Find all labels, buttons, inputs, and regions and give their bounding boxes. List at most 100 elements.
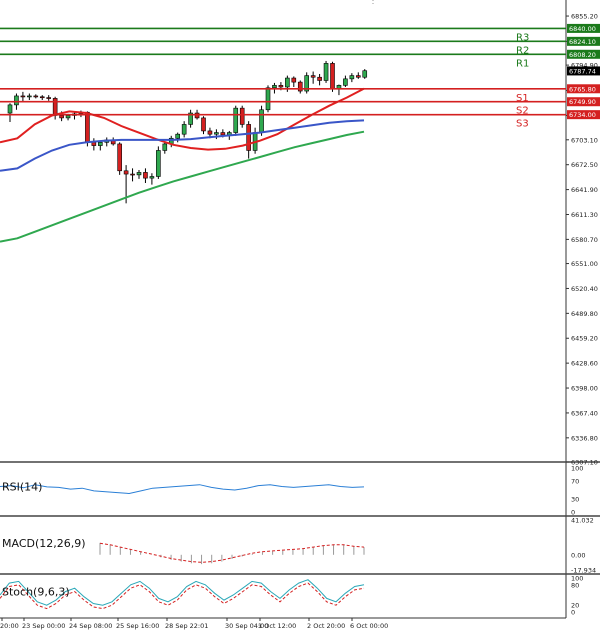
price-tick-label: 6641.90 bbox=[571, 186, 598, 194]
candle-body bbox=[117, 143, 122, 172]
candle-body bbox=[59, 115, 64, 119]
current-price-label: 6787.74 bbox=[569, 67, 596, 75]
macd-tick-label: -17.934 bbox=[571, 567, 596, 575]
candle-body bbox=[162, 143, 168, 151]
moving-average-line bbox=[0, 119, 365, 172]
candle-body bbox=[233, 107, 239, 133]
stoch-label: Stoch(9,6,3) bbox=[2, 586, 70, 599]
candle-body bbox=[259, 109, 264, 133]
price-tick-label: 6307.10 bbox=[571, 459, 598, 467]
stoch-main-line bbox=[0, 579, 365, 606]
stoch-tick-label: 20 bbox=[571, 602, 579, 610]
stoch-signal-line bbox=[0, 582, 365, 610]
candle-body bbox=[343, 78, 348, 86]
level-label-s2: S2 bbox=[516, 106, 529, 117]
price-tick-label: 6336.80 bbox=[571, 434, 598, 442]
price-tick-label: 6367.40 bbox=[571, 409, 598, 417]
time-tick-label: 2 Oct 20:00 bbox=[307, 622, 345, 630]
level-price-tag bbox=[567, 84, 600, 94]
level-price-tag bbox=[567, 110, 600, 120]
candle-body bbox=[14, 95, 19, 106]
candle-body bbox=[349, 75, 355, 80]
time-tick-label: 23 Sep 00:00 bbox=[22, 622, 65, 630]
candle-body bbox=[33, 95, 39, 98]
candle-body bbox=[246, 124, 251, 151]
candle-body bbox=[330, 63, 335, 89]
rsi-tick-label: 70 bbox=[571, 478, 579, 486]
candle-body bbox=[323, 63, 329, 81]
level-label-r1: R1 bbox=[516, 58, 529, 69]
candle-body bbox=[355, 75, 361, 78]
level-price-tag-label: 6749.90 bbox=[569, 98, 596, 106]
level-price-tag bbox=[567, 23, 600, 33]
price-tick-label: 6855.20 bbox=[571, 13, 598, 21]
level-price-tag-label: 6824.10 bbox=[569, 38, 596, 46]
candle-body bbox=[362, 70, 368, 78]
candle-body bbox=[98, 142, 103, 146]
rsi-tick-label: 0 bbox=[571, 509, 575, 517]
candle-body bbox=[304, 75, 310, 92]
time-tick-label: 25 Sep 16:00 bbox=[116, 622, 159, 630]
time-tick-label: 20:00 bbox=[0, 622, 19, 630]
candle-body bbox=[123, 170, 129, 175]
candle-body bbox=[39, 96, 45, 99]
level-price-tag-label: 6808.20 bbox=[569, 51, 596, 59]
candle-body bbox=[239, 107, 245, 125]
price-tick-label: 6703.10 bbox=[571, 136, 598, 144]
candle-body bbox=[214, 132, 219, 135]
price-tick-label: 6520.40 bbox=[571, 285, 598, 293]
candle-body bbox=[46, 97, 52, 99]
level-label-s1: S1 bbox=[516, 93, 529, 104]
level-label-r2: R2 bbox=[516, 45, 529, 56]
time-tick-label: 24 Sep 08:00 bbox=[69, 622, 112, 630]
candle-body bbox=[220, 132, 226, 136]
candle-body bbox=[130, 173, 135, 176]
candle-body bbox=[85, 111, 90, 143]
price-tick-label: 6611.30 bbox=[571, 211, 598, 219]
moving-average-line bbox=[0, 130, 365, 243]
candle-body bbox=[149, 176, 155, 179]
time-tick-label: 6 Oct 00:00 bbox=[350, 622, 388, 630]
candle-body bbox=[317, 76, 322, 81]
candle-body bbox=[194, 112, 200, 119]
level-price-tag bbox=[567, 49, 600, 59]
level-price-tag bbox=[567, 36, 600, 46]
rsi-tick-label: 100 bbox=[571, 465, 583, 473]
current-price-tag bbox=[567, 66, 600, 76]
level-label-r3: R3 bbox=[516, 32, 529, 43]
level-price-tag bbox=[567, 97, 600, 107]
price-tick-label: 6459.20 bbox=[571, 335, 598, 343]
candle-body bbox=[175, 133, 180, 139]
candle-body bbox=[156, 150, 161, 177]
candle-body bbox=[207, 130, 213, 135]
stoch-tick-label: 0 bbox=[571, 609, 575, 617]
macd-tick-label: 41.032 bbox=[571, 517, 594, 525]
candle-body bbox=[297, 81, 303, 92]
time-tick-label: 28 Sep 22:01 bbox=[165, 622, 208, 630]
price-tick-label: 6551.00 bbox=[571, 260, 598, 268]
candle-body bbox=[136, 172, 142, 176]
candle-body bbox=[265, 87, 271, 111]
candle-body bbox=[181, 124, 187, 135]
candle-body bbox=[291, 77, 297, 83]
macd-tick-label: 0.00 bbox=[571, 551, 585, 559]
level-price-tag-label: 6840.00 bbox=[569, 25, 596, 33]
moving-average-line bbox=[0, 87, 365, 151]
macd-label: MACD(12,26,9) bbox=[2, 537, 86, 550]
candle-body bbox=[27, 95, 32, 98]
time-tick-label: 1 Oct 12:00 bbox=[258, 622, 296, 630]
level-price-tag-label: 6765.80 bbox=[569, 85, 596, 93]
price-tick-label: 6489.80 bbox=[571, 310, 598, 318]
rsi-tick-label: 30 bbox=[571, 495, 579, 503]
price-tick-label: 6398.00 bbox=[571, 385, 598, 393]
candle-body bbox=[285, 77, 290, 88]
rsi-line bbox=[0, 484, 365, 495]
time-tick-label: 30 Sep 04:00 bbox=[225, 622, 268, 630]
candle-body bbox=[143, 172, 148, 179]
price-tick-label: 6794.90 bbox=[571, 62, 598, 70]
stoch-tick-label: 100 bbox=[571, 575, 583, 583]
candle-body bbox=[278, 85, 284, 88]
